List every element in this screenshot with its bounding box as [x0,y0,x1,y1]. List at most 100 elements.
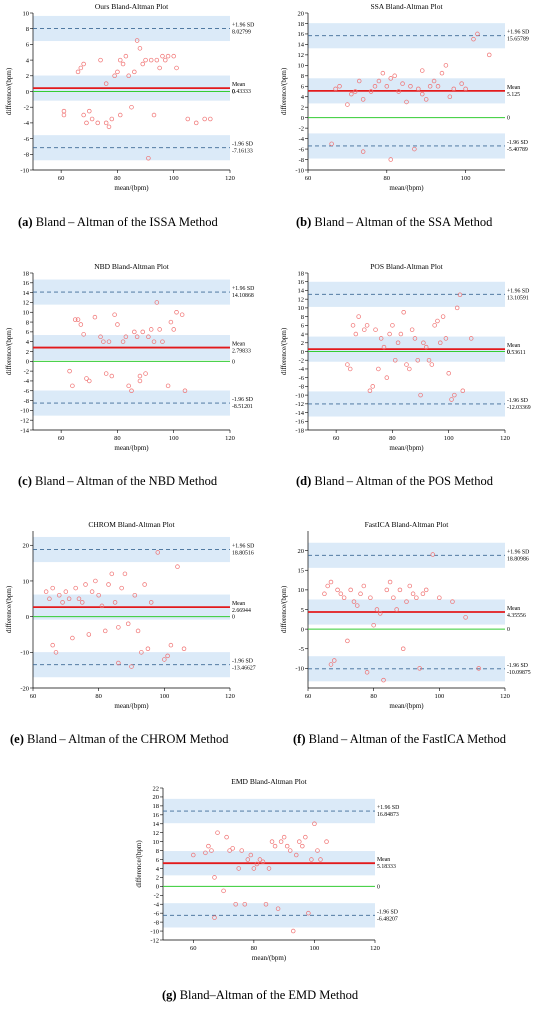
y-tick-label: -8 [24,398,29,405]
data-point [306,910,311,916]
data-point [208,116,213,122]
data-point [117,112,123,118]
data-point [122,571,128,577]
data-point [420,91,425,97]
data-point [333,86,338,92]
data-point [63,589,69,594]
y-tick-label: -8 [299,157,304,164]
data-point [318,857,323,862]
data-point [61,108,67,114]
data-point [137,378,143,384]
data-point [123,53,129,59]
caption-text: Bland – Altman of the NBD Method [35,474,218,488]
zero-value: 0 [377,884,380,890]
data-point [50,642,55,648]
data-point [60,600,65,605]
data-point [79,600,85,605]
data-point [236,866,241,871]
data-point [381,677,386,683]
data-point [233,901,238,907]
y-tick-label: 14 [298,42,305,49]
data-point [351,599,357,604]
mean-label: Mean [232,342,245,348]
data-point [388,157,393,162]
y-axis-label: difference/(bpm) [5,585,13,633]
y-tick-label: 0 [301,349,304,356]
mean-label: Mean [377,857,390,863]
y-tick-label: -6 [154,910,160,917]
y-axis-label: difference/(bpm) [280,585,288,633]
data-point [96,592,101,598]
caption-text: Bland – Altman of the ISSA Method [35,215,218,229]
data-point [400,81,405,86]
data-point [415,357,421,363]
data-point [297,839,302,844]
data-point [86,632,92,637]
data-point [163,57,168,63]
data-point [400,646,406,652]
data-point [391,595,396,600]
data-point [160,53,165,59]
data-point [420,591,426,597]
caption-g: (g) Bland–Altman of the EMD Method [162,988,358,1003]
y-tick-label: -12 [20,417,29,424]
lower-sd-label: -1.96 SD [232,659,253,665]
x-tick-label: 80 [389,435,396,442]
data-point [251,866,257,871]
data-point [408,84,413,89]
data-point [109,373,115,379]
y-tick-label: -2 [24,105,29,112]
data-point [354,603,360,608]
data-point [160,339,165,344]
data-point [371,622,376,628]
y-tick-label: 8 [156,848,159,855]
data-point [358,591,363,597]
data-point [376,78,382,84]
y-tick-label: 16 [298,31,305,38]
chart-title: EMD Bland-Altman Plot [231,777,307,786]
chart-emd: EMD Bland-Altman Plot -12 -10 -8 -6-4 -2 0 2 4 6 8… [135,777,399,962]
x-axis-label: mean/(bpm) [114,444,149,452]
data-point [345,102,350,107]
chart-title: NBD Bland-Altman Plot [94,262,169,271]
data-point [66,596,72,602]
y-tick-label: -6 [299,375,305,382]
data-point [165,383,171,389]
x-axis-label: mean/(bpm) [114,184,149,192]
data-point [175,564,180,569]
caption-f: (f) Bland – Altman of the FastICA Method [293,732,506,747]
data-point [360,149,366,154]
data-point [269,839,275,844]
data-point [87,108,92,114]
data-point [275,906,281,911]
data-point [129,388,134,394]
zero-value: 0 [507,116,510,122]
data-point [148,600,154,605]
data-point [109,571,115,577]
y-tick-label: -2 [24,368,29,375]
y-tick-label: 16 [153,812,160,819]
data-point [116,660,121,666]
data-point [78,322,84,327]
data-point [332,658,337,663]
y-tick-label: -5 [299,646,304,653]
y-tick-label: 10 [298,63,305,70]
mean-value: 5.125 [507,92,520,98]
data-point [112,312,117,317]
chart-title: CHROM Bland-Altman Plot [88,520,175,529]
upper-sd-value: 15.65789 [507,37,529,43]
y-tick-label: 22 [153,785,160,792]
data-point [435,84,441,89]
data-point [43,589,49,594]
data-point [120,339,126,344]
data-point [356,314,361,319]
y-tick-label: 15 [298,568,305,575]
data-point [81,61,86,67]
data-point [423,587,429,593]
data-point [368,89,374,94]
data-point [337,84,342,89]
y-tick-label: 0 [26,359,29,366]
data-point [447,94,453,99]
data-point [440,314,446,319]
data-point [368,595,373,600]
